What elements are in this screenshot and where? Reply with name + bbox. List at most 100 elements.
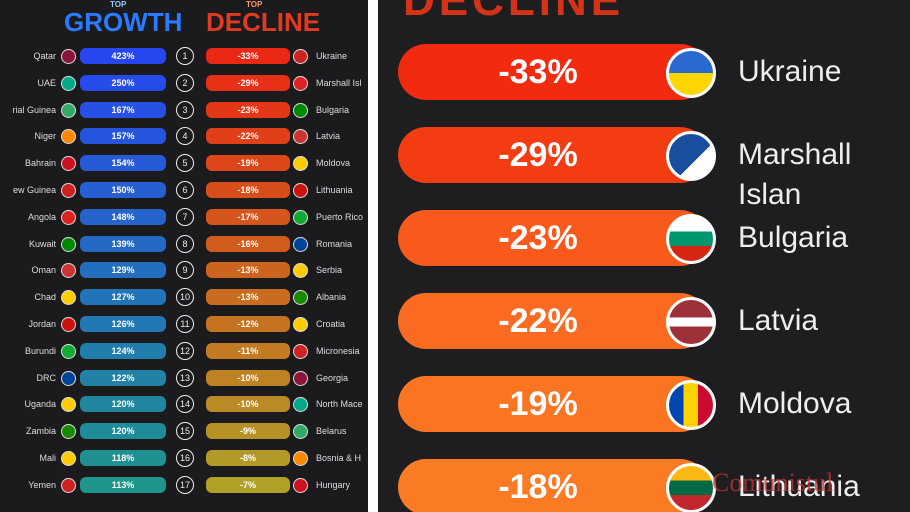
growth-country: Yemen xyxy=(28,479,56,490)
decline-pill: -18% xyxy=(206,182,290,198)
decline-pill: -17% xyxy=(206,208,290,225)
flag xyxy=(293,102,308,118)
flag xyxy=(61,451,76,466)
growth-top: TOP xyxy=(110,0,127,9)
growth-country: Jordan xyxy=(28,319,56,329)
country: Ukraine xyxy=(738,55,842,88)
rank: 7 xyxy=(176,207,194,226)
decline-country: Micronesia xyxy=(316,345,360,356)
decline-country: Hungary xyxy=(316,479,351,490)
flag xyxy=(293,49,308,64)
flag xyxy=(61,209,76,225)
decline-pill: -23% xyxy=(398,210,708,266)
decline-country: Bulgaria xyxy=(316,104,350,115)
growth-country: Bahrain xyxy=(24,158,56,169)
flag xyxy=(293,477,308,493)
rank: 13 xyxy=(176,368,194,387)
decline-country: Ukraine xyxy=(316,51,348,61)
decline-pill: -23% xyxy=(206,101,290,118)
decline-pill: -12% xyxy=(206,316,290,332)
growth-country: Uganda xyxy=(24,399,56,410)
decline-country: North Mace xyxy=(316,399,363,410)
rank: 9 xyxy=(176,261,194,280)
flag xyxy=(293,209,308,225)
flag xyxy=(666,380,716,430)
flag xyxy=(61,477,76,493)
flag xyxy=(293,156,308,172)
flag xyxy=(666,297,716,347)
growth-pill: 118% xyxy=(80,450,166,466)
right-panel: DECLINE -33% Ukraine -29% Marshall Islan -23… xyxy=(378,0,910,512)
flag xyxy=(61,75,76,91)
decline-country: Serbia xyxy=(316,265,343,276)
rank: 8 xyxy=(176,234,194,253)
growth-country: Niger xyxy=(34,131,56,142)
decline-country: Croatia xyxy=(316,319,346,329)
decline-pill: -29% xyxy=(206,74,290,91)
rank: 1 xyxy=(176,47,194,65)
rank: 14 xyxy=(176,395,194,414)
growth-country: Burundi xyxy=(24,345,56,356)
flag xyxy=(293,451,308,466)
growth-pill: 423% xyxy=(80,48,166,64)
decline-country: Romania xyxy=(316,238,353,249)
decline-pill: -18% xyxy=(398,459,708,512)
flag xyxy=(666,214,716,264)
growth-pill: 129% xyxy=(80,262,166,279)
growth-pill: 150% xyxy=(80,182,166,198)
flag xyxy=(293,263,308,279)
rank: 2 xyxy=(176,73,194,92)
growth-country: Mali xyxy=(39,453,56,463)
watermark: Comunistul xyxy=(712,468,834,497)
growth-country: Angola xyxy=(27,211,56,222)
decline-country: Georgia xyxy=(316,372,349,383)
flag xyxy=(293,183,308,198)
rank: 3 xyxy=(176,100,194,119)
decline-country: Latvia xyxy=(316,131,341,142)
flag xyxy=(293,129,308,145)
right-title: DECLINE xyxy=(403,0,625,25)
growth-pill: 154% xyxy=(80,155,166,172)
decline-title: DECLINE xyxy=(206,7,321,37)
decline-country: Lithuania xyxy=(316,185,353,195)
growth-pill: 126% xyxy=(80,316,166,332)
flag xyxy=(666,48,716,98)
flag xyxy=(61,236,76,252)
decline-pill: -13% xyxy=(206,262,290,279)
decline-country: Albania xyxy=(316,292,347,303)
growth-pill: 124% xyxy=(80,342,166,359)
growth-country: Oman xyxy=(31,265,56,276)
flag xyxy=(61,397,76,413)
growth-pill: 250% xyxy=(80,74,166,91)
country: Latvia xyxy=(738,304,819,337)
decline-pill: -29% xyxy=(398,127,708,183)
flag xyxy=(293,343,308,359)
growth-pill: 122% xyxy=(80,369,166,386)
flag xyxy=(666,131,716,181)
growth-country: ew Guinea xyxy=(12,185,56,195)
decline-pill: -16% xyxy=(206,235,290,252)
decline-pill: -33% xyxy=(206,48,290,64)
growth-pill: 127% xyxy=(80,289,166,306)
flag xyxy=(61,424,76,440)
flag xyxy=(293,75,308,91)
growth-pill: 113% xyxy=(80,476,166,493)
flag xyxy=(61,183,76,198)
decline-pill: -33% xyxy=(398,44,708,100)
flag xyxy=(61,129,76,145)
flag xyxy=(293,317,308,332)
growth-pill: 120% xyxy=(80,396,166,413)
decline-country: Belarus xyxy=(316,426,347,437)
decline-country: Moldova xyxy=(316,158,351,169)
decline-country: Bosnia & H xyxy=(316,453,362,463)
flag xyxy=(61,343,76,359)
flag xyxy=(61,370,76,386)
decline-pill: -7% xyxy=(206,476,290,493)
flag xyxy=(293,236,308,252)
decline-top: TOP xyxy=(246,0,263,9)
rank: 15 xyxy=(176,422,194,441)
country: Bulgaria xyxy=(738,221,849,254)
left-panel: TOP GROWTH TOP DECLINE Qatar 423% 1 -33% Ukr… xyxy=(0,0,368,512)
country: Lithuania xyxy=(738,470,860,503)
